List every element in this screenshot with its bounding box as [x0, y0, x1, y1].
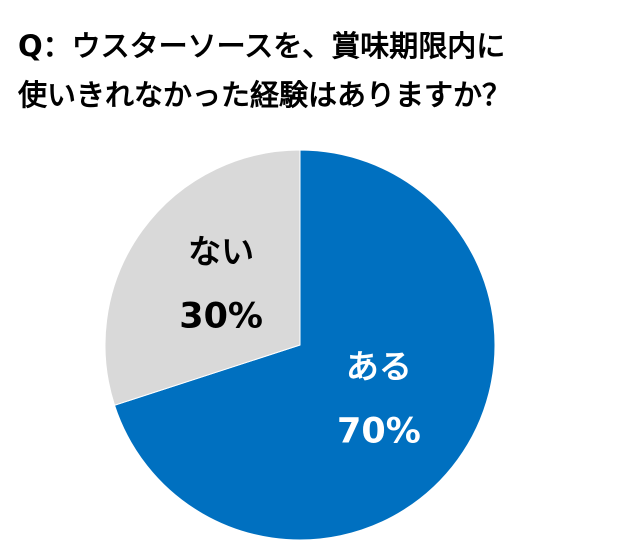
chart-title: Q：ウスターソースを、賞味期限内に: [18, 29, 505, 63]
value-label: 70%: [337, 411, 421, 451]
value-label: 30%: [179, 297, 263, 337]
chart-title: 使いきれなかった経験はありますか？: [17, 78, 511, 112]
slice-label: ある: [346, 347, 412, 386]
pie-slice: [104, 149, 301, 406]
slice-label: ない: [188, 232, 254, 271]
pie-slice: [113, 149, 496, 541]
